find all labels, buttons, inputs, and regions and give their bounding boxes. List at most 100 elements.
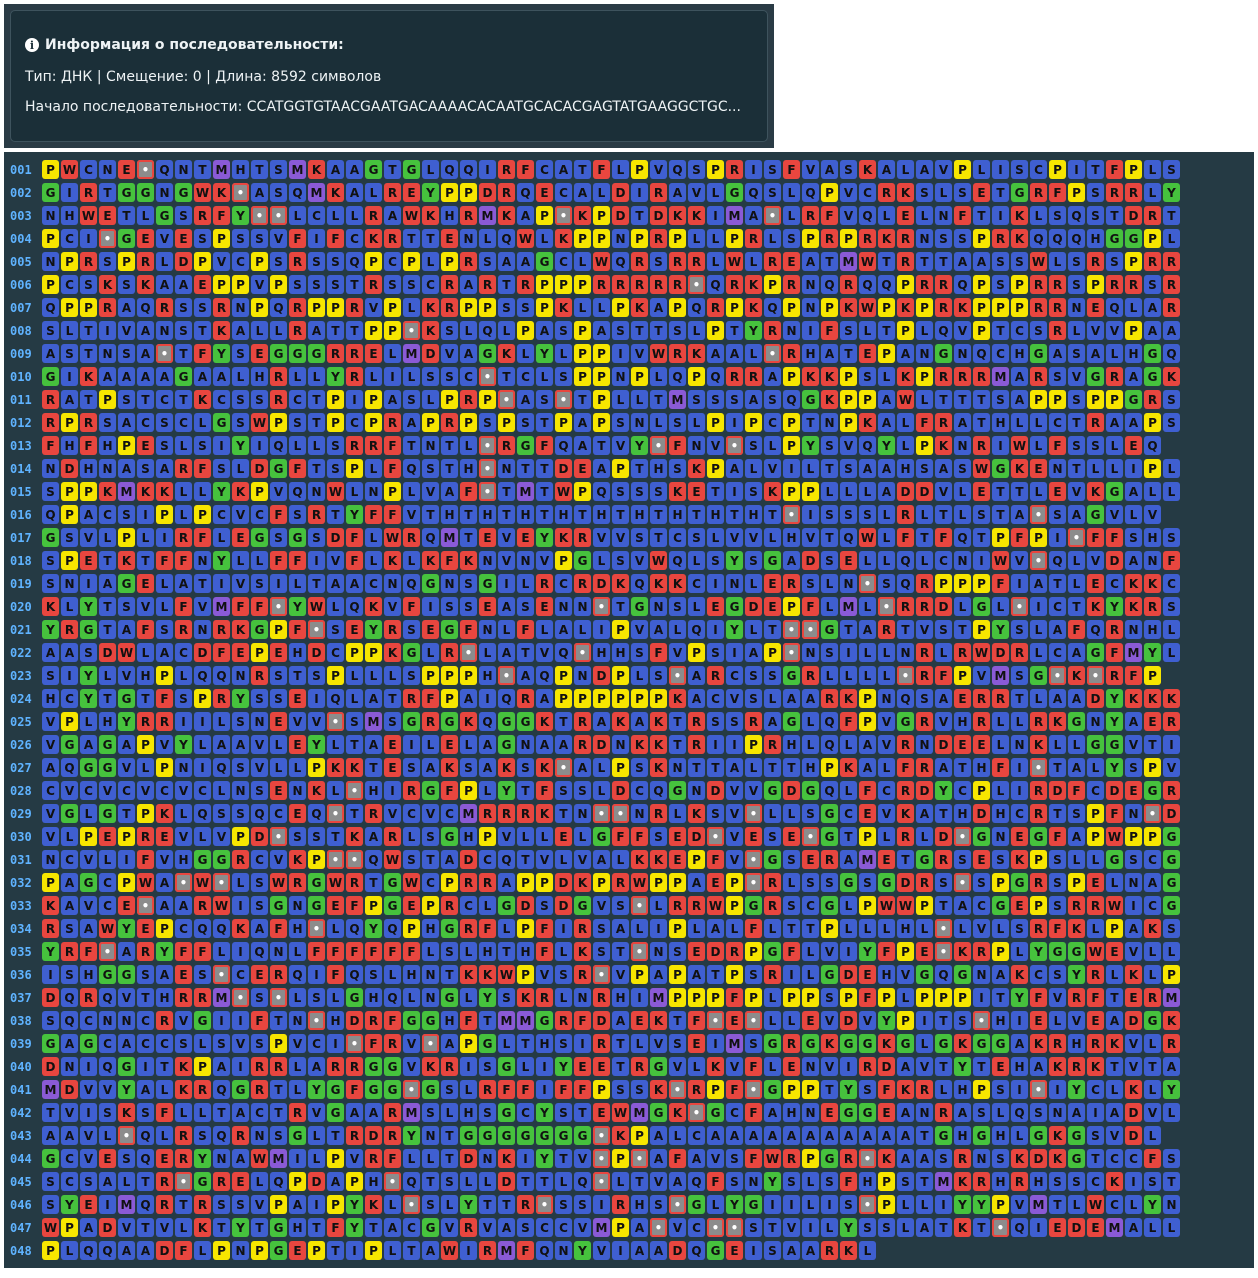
stop-codon-cell: •: [270, 597, 287, 616]
stop-codon-cell: •: [1030, 758, 1047, 777]
residue-cell: R: [669, 252, 686, 271]
residue-cell: S: [1163, 528, 1180, 547]
row-cells: S I Y L V H P L Q Q N R S T S P L L L S P P P H • A Q P N D P L S • A R C S S G…: [42, 666, 1163, 685]
residue-cell: V: [726, 781, 743, 800]
stop-codon-cell: •: [992, 1218, 1009, 1237]
residue-cell: W: [878, 896, 895, 915]
residue-cell: V: [878, 735, 895, 754]
residue-cell: V: [631, 620, 648, 639]
residue-cell: N: [232, 1241, 249, 1260]
residue-cell: R: [194, 1080, 211, 1099]
residue-cell: V: [916, 1057, 933, 1076]
residue-cell: L: [422, 1149, 439, 1168]
residue-cell: P: [365, 643, 382, 662]
residue-cell: P: [745, 988, 762, 1007]
sequence-row: 027 A Q G G V L P N I Q S V L L P K K T E S A K S A K S K • A L P S K N T T A…: [4, 756, 1182, 779]
residue-cell: P: [384, 298, 401, 317]
stop-codon-cell: •: [308, 919, 325, 938]
residue-cell: G: [289, 1126, 306, 1145]
residue-cell: Y: [80, 597, 97, 616]
residue-cell: T: [517, 643, 534, 662]
residue-cell: F: [745, 1057, 762, 1076]
residue-cell: T: [327, 1241, 344, 1260]
row-cells: P C S K S K A A E P P V P S S S T R S S C R A R T R P P P R R R R R • Q R K P R…: [42, 275, 1182, 294]
stop-codon-cell: •: [1144, 804, 1161, 823]
residue-cell: A: [859, 620, 876, 639]
residue-cell: P: [574, 229, 591, 248]
residue-cell: L: [517, 1057, 534, 1076]
residue-cell: E: [1087, 1218, 1104, 1237]
residue-cell: T: [897, 850, 914, 869]
residue-cell: W: [897, 896, 914, 915]
residue-cell: A: [574, 436, 591, 455]
residue-cell: A: [916, 804, 933, 823]
residue-cell: V: [840, 436, 857, 455]
sequence-row: 014 N D H N A S A R F S L D G F T S P L F Q S T H • N T T D E A P T H S K P A…: [4, 457, 1182, 480]
residue-cell: S: [555, 781, 572, 800]
residue-cell: A: [764, 712, 781, 731]
residue-cell: K: [1030, 735, 1047, 754]
residue-cell: T: [726, 321, 743, 340]
residue-cell: F: [897, 758, 914, 777]
residue-cell: K: [688, 459, 705, 478]
stop-codon-cell: •: [669, 1195, 686, 1214]
residue-cell: R: [935, 413, 952, 432]
residue-cell: F: [517, 160, 534, 179]
residue-cell: Y: [631, 436, 648, 455]
residue-cell: N: [460, 229, 477, 248]
residue-cell: R: [1087, 896, 1104, 915]
residue-cell: I: [536, 1080, 553, 1099]
residue-cell: Q: [954, 528, 971, 547]
residue-cell: S: [308, 827, 325, 846]
residue-cell: A: [42, 758, 59, 777]
residue-cell: T: [935, 505, 952, 524]
residue-cell: R: [232, 1126, 249, 1145]
residue-cell: T: [935, 1011, 952, 1030]
residue-cell: C: [213, 505, 230, 524]
residue-cell: P: [574, 275, 591, 294]
residue-cell: Y: [536, 344, 553, 363]
residue-cell: N: [99, 1011, 116, 1030]
residue-cell: P: [213, 275, 230, 294]
residue-cell: R: [194, 896, 211, 915]
residue-cell: C: [479, 850, 496, 869]
residue-cell: P: [612, 459, 629, 478]
residue-cell: R: [137, 827, 154, 846]
residue-cell: I: [802, 321, 819, 340]
residue-cell: S: [1125, 758, 1142, 777]
residue-cell: L: [1068, 321, 1085, 340]
row-number: 003: [10, 208, 32, 223]
residue-cell: P: [593, 413, 610, 432]
sequence-row: 024 H C Y T G T F S P R Y S S E I Q L A T R F P A I Q R A P P P P P P K A C V…: [4, 687, 1182, 710]
residue-cell: V: [308, 712, 325, 731]
residue-cell: S: [232, 390, 249, 409]
residue-cell: A: [498, 597, 515, 616]
sequence-row: 045 S C S A L T R • G R E L Q P D A P H • Q T S L L D T T L Q • L T V A Q F S…: [4, 1170, 1182, 1193]
stop-codon-cell: •: [669, 666, 686, 685]
residue-cell: Y: [346, 1218, 363, 1237]
residue-cell: T: [422, 229, 439, 248]
residue-cell: P: [631, 1126, 648, 1145]
residue-cell: G: [194, 1011, 211, 1030]
residue-cell: H: [1068, 1034, 1085, 1053]
residue-cell: S: [574, 781, 591, 800]
row-number: 048: [10, 1243, 32, 1258]
residue-cell: M: [213, 988, 230, 1007]
residue-cell: L: [156, 574, 173, 593]
residue-cell: P: [1030, 896, 1047, 915]
residue-cell: V: [498, 827, 515, 846]
residue-cell: A: [1068, 758, 1085, 777]
residue-cell: T: [1163, 206, 1180, 225]
residue-cell: G: [118, 183, 135, 202]
residue-cell: T: [1049, 758, 1066, 777]
residue-cell: S: [308, 666, 325, 685]
residue-cell: P: [954, 988, 971, 1007]
residue-cell: S: [232, 1195, 249, 1214]
residue-cell: A: [1144, 298, 1161, 317]
residue-cell: S: [631, 643, 648, 662]
residue-cell: E: [346, 620, 363, 639]
residue-cell: L: [1106, 459, 1123, 478]
residue-cell: M: [1125, 643, 1142, 662]
residue-cell: T: [251, 1218, 268, 1237]
residue-cell: T: [536, 1172, 553, 1191]
